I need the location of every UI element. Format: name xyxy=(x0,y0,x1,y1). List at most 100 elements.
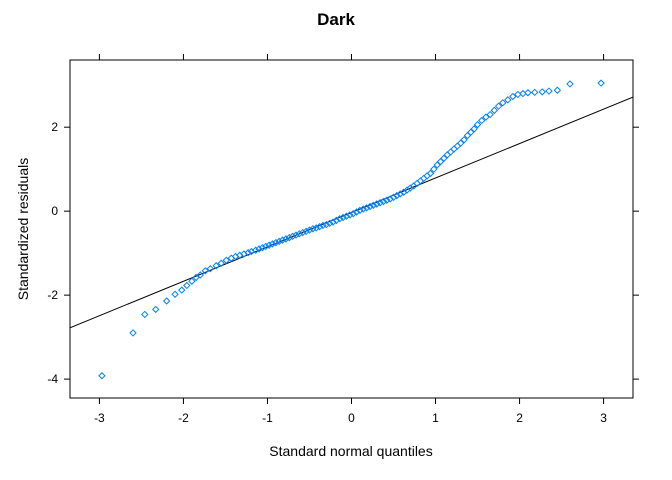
data-point xyxy=(212,262,220,270)
data-point xyxy=(389,193,398,202)
x-tick-label: 0 xyxy=(348,411,355,425)
data-point xyxy=(352,208,361,216)
data-point xyxy=(141,310,149,319)
plot-area xyxy=(70,79,633,380)
x-axis-label: Standard normal quantiles xyxy=(269,443,432,459)
data-point xyxy=(222,256,231,264)
data-point xyxy=(376,199,384,207)
y-tick-label: -2 xyxy=(47,288,58,302)
data-point xyxy=(342,212,351,220)
data-point xyxy=(482,113,490,121)
data-point xyxy=(478,116,486,125)
data-point xyxy=(396,190,404,198)
data-point xyxy=(305,226,314,234)
data-point xyxy=(440,154,448,162)
data-point xyxy=(473,120,482,129)
data-point xyxy=(329,218,337,226)
data-point xyxy=(470,125,478,133)
data-point xyxy=(319,221,327,230)
data-point xyxy=(332,216,341,225)
y-tick-label: 2 xyxy=(51,120,58,134)
data-point xyxy=(98,372,106,380)
x-tick-label: 3 xyxy=(600,411,607,425)
data-point xyxy=(262,242,270,251)
x-tick-label: -3 xyxy=(94,411,105,425)
y-axis-label: Standardized residuals xyxy=(15,158,31,300)
data-point xyxy=(433,161,441,169)
data-point xyxy=(366,202,374,211)
data-point xyxy=(373,200,381,208)
plot-frame xyxy=(69,59,634,399)
data-point xyxy=(302,227,310,236)
data-point xyxy=(509,92,517,101)
data-point xyxy=(386,195,394,203)
data-point xyxy=(336,215,344,223)
data-point xyxy=(192,273,200,282)
data-point xyxy=(255,245,263,253)
data-point xyxy=(288,232,297,241)
data-point xyxy=(206,264,215,273)
y-tick-label: 0 xyxy=(51,204,58,218)
data-point xyxy=(369,201,378,209)
data-point xyxy=(265,241,273,249)
data-point xyxy=(339,213,347,222)
data-point xyxy=(285,233,294,242)
data-point xyxy=(278,236,287,244)
data-point xyxy=(171,290,179,298)
data-point xyxy=(553,86,562,94)
data-point xyxy=(545,87,553,95)
axis-ticks: -3 -2 -1 0 1 2 3 -4 -2 0 2 xyxy=(47,54,639,425)
data-point xyxy=(315,222,324,231)
x-tick-label: 1 xyxy=(432,411,439,425)
data-point xyxy=(486,110,494,119)
data-point xyxy=(299,228,307,237)
data-point xyxy=(494,102,503,110)
x-tick-label: -2 xyxy=(178,411,189,425)
data-point xyxy=(309,225,317,233)
data-point xyxy=(295,230,304,238)
data-point xyxy=(453,142,462,150)
data-point xyxy=(446,148,455,156)
data-point xyxy=(450,145,458,153)
data-point xyxy=(162,297,171,305)
data-point xyxy=(346,211,354,219)
data-point xyxy=(467,128,475,136)
data-point xyxy=(282,235,290,243)
data-point xyxy=(129,329,137,337)
data-point xyxy=(217,259,225,267)
data-point xyxy=(436,157,445,166)
data-point xyxy=(379,197,388,206)
data-point xyxy=(597,79,605,87)
data-point xyxy=(251,246,260,254)
data-point xyxy=(566,80,574,88)
data-point xyxy=(201,267,209,275)
data-point xyxy=(463,131,472,140)
data-point xyxy=(325,219,334,228)
data-point xyxy=(268,240,277,248)
data-point xyxy=(362,204,371,212)
data-point xyxy=(519,89,527,98)
data-point xyxy=(524,89,532,97)
data-point xyxy=(183,281,191,290)
data-point xyxy=(499,99,507,107)
data-point xyxy=(530,88,539,97)
data-point xyxy=(426,169,435,178)
data-point xyxy=(359,205,367,213)
data-point xyxy=(457,139,465,147)
data-point xyxy=(312,224,320,232)
y-tick-label: -4 xyxy=(47,372,58,386)
data-point xyxy=(244,249,252,257)
data-point xyxy=(275,237,283,246)
data-point xyxy=(420,174,428,183)
data-point xyxy=(356,206,364,215)
data-point xyxy=(258,243,267,252)
data-point xyxy=(152,305,160,314)
x-tick-label: 2 xyxy=(516,411,523,425)
data-point xyxy=(430,165,438,173)
data-point xyxy=(538,88,546,96)
data-point xyxy=(504,96,512,104)
data-point xyxy=(196,271,204,279)
data-point xyxy=(322,220,330,229)
data-point xyxy=(292,231,300,239)
